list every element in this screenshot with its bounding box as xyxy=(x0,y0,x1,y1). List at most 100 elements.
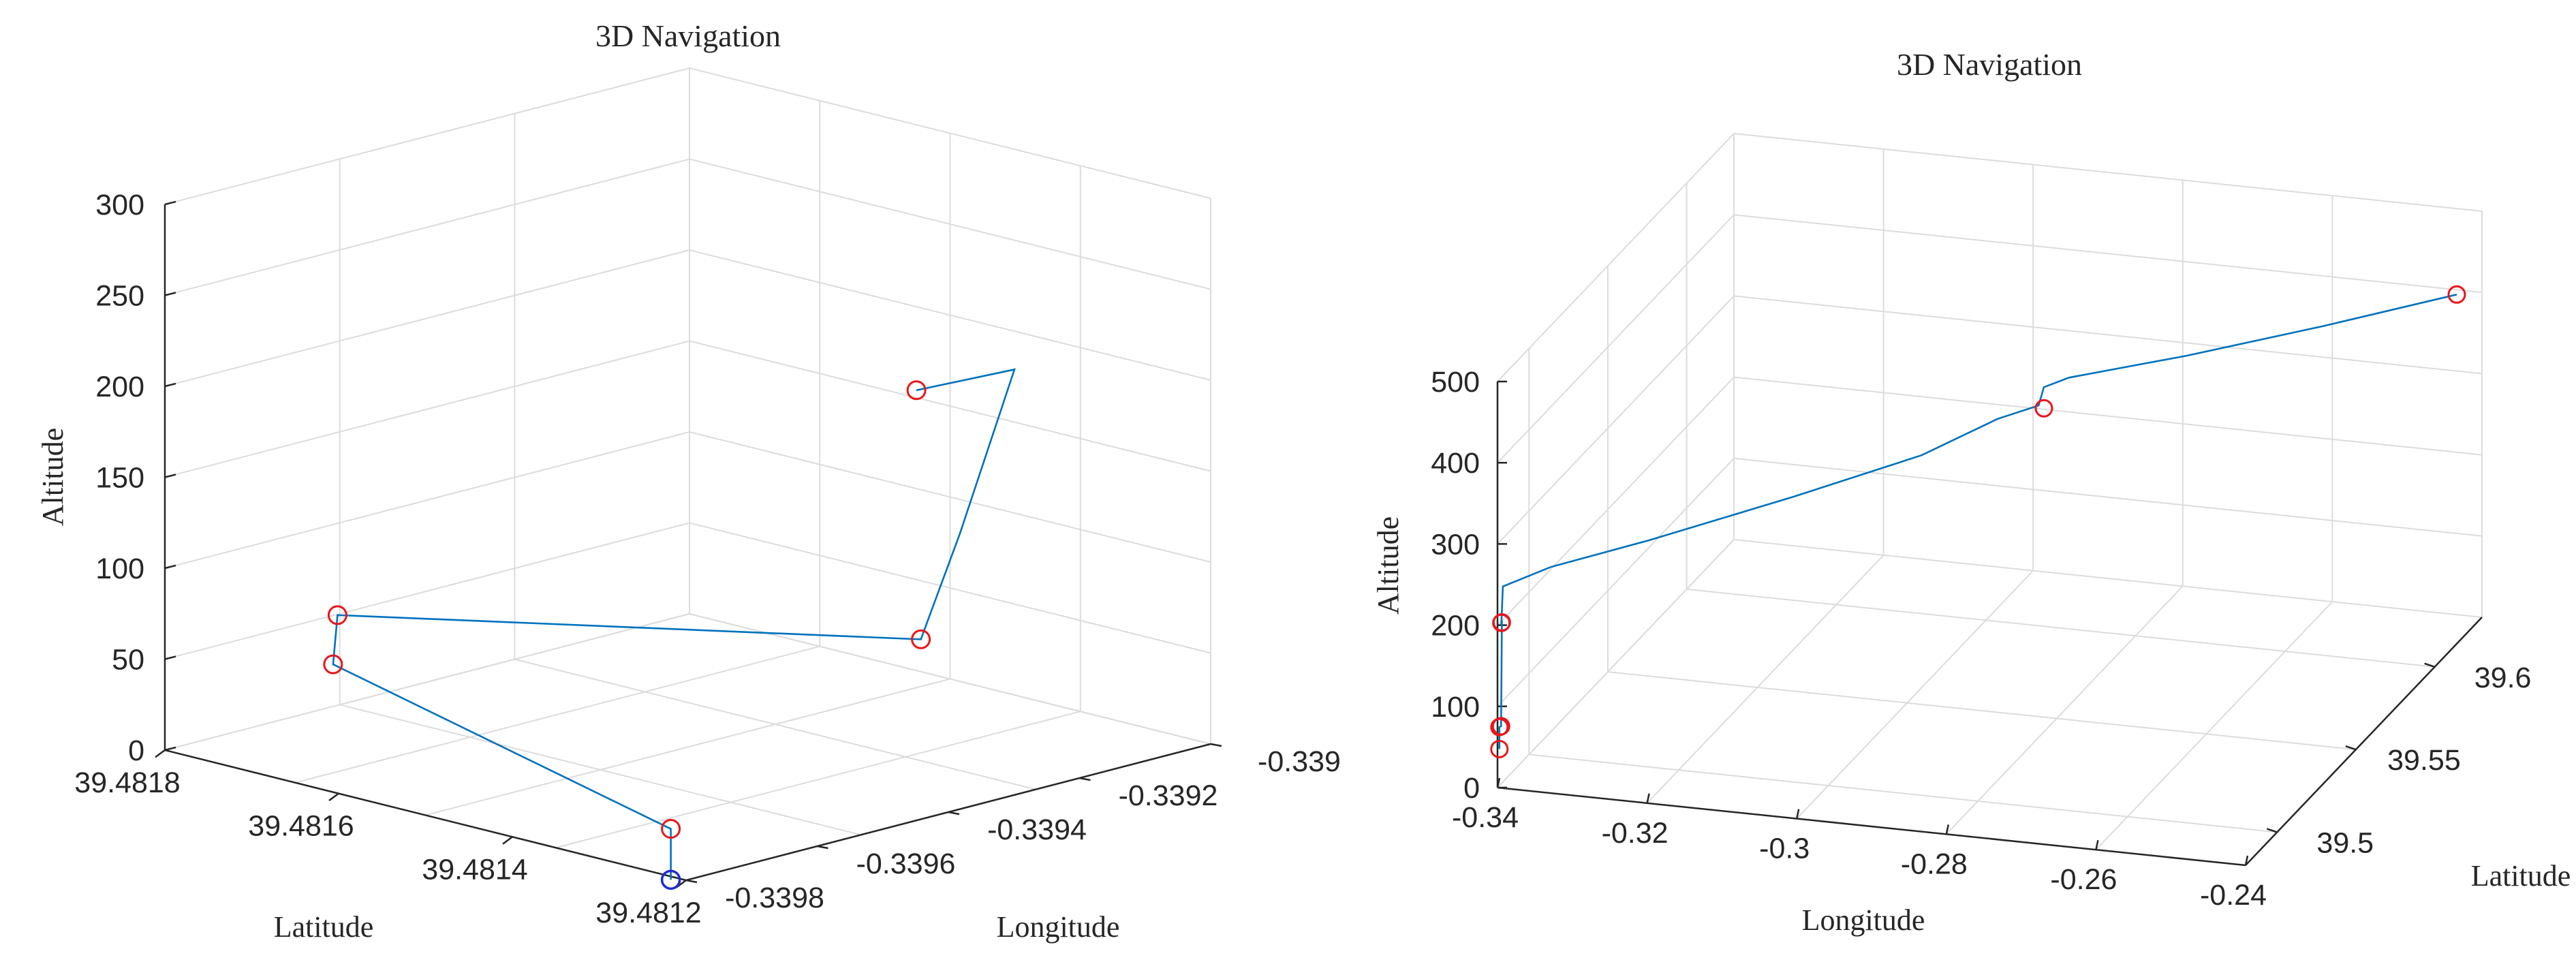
grid-line xyxy=(1497,295,1735,545)
grid-line xyxy=(1733,214,2483,294)
waypoint-marker xyxy=(1492,613,1511,632)
z-tick-label: 100 xyxy=(95,553,144,585)
grid-line xyxy=(339,704,861,836)
lon-tick-mark xyxy=(2095,839,2099,850)
x-axis-line xyxy=(1497,786,2246,867)
lon-tick-label: -0.3392 xyxy=(1119,779,1218,812)
chart-title-right: 3D Navigation xyxy=(1897,47,2082,82)
grid-line xyxy=(1946,585,2184,835)
waypoint-marker xyxy=(2034,399,2053,418)
z-tick-label: 0 xyxy=(1463,772,1480,805)
waypoint-marker xyxy=(906,380,927,401)
lat-tick-mark xyxy=(328,792,339,802)
lon-tick-mark xyxy=(1210,743,1222,747)
z-tick-label: 300 xyxy=(1431,528,1480,561)
lon-tick-mark xyxy=(1646,793,1650,804)
grid-line xyxy=(1646,555,1884,804)
grid-line xyxy=(1733,376,2483,456)
lon-tick-label: -0.339 xyxy=(1258,745,1341,778)
grid-line xyxy=(555,711,1081,849)
grid-line xyxy=(1733,295,2483,375)
lon-tick-mark xyxy=(1079,777,1091,781)
lon-tick-mark xyxy=(1945,824,1950,835)
z-tick-label: 300 xyxy=(95,189,144,221)
lon-tick-mark xyxy=(817,845,828,850)
grid-line xyxy=(1497,539,1735,788)
grid-line xyxy=(1733,133,2483,212)
lon-tick-label: -0.26 xyxy=(2050,863,2117,896)
gridlines-right xyxy=(1497,133,2483,866)
ticks-left: 0 50 100 150 200 250 300 39.4812 39.4814 39.4816 3… xyxy=(74,189,1341,929)
lon-tick-label: -0.3398 xyxy=(725,882,824,914)
plot-area-right xyxy=(1490,285,2466,758)
grid-line xyxy=(689,67,1211,199)
grid-line xyxy=(2095,601,2333,850)
xlabel-right: Longitude xyxy=(1802,903,1925,937)
grid-line xyxy=(1497,376,1735,626)
chart-title-left: 3D Navigation xyxy=(595,18,781,53)
lon-tick-label: -0.34 xyxy=(1452,801,1519,834)
z-tick-mark xyxy=(164,200,176,206)
grid-line xyxy=(164,613,690,751)
lat-tick-label: 39.4816 xyxy=(248,810,354,843)
z-tick-label: 100 xyxy=(1431,691,1480,724)
lon-tick-label: -0.3 xyxy=(1759,833,1810,865)
lon-tick-mark xyxy=(948,811,960,816)
grid-line xyxy=(689,431,1211,563)
start-point-marker xyxy=(660,869,681,890)
grid-line xyxy=(1497,214,1735,463)
lat-tick-label: 39.4814 xyxy=(422,853,527,886)
lon-tick-label: -0.32 xyxy=(1602,817,1669,850)
z-tick-label: 150 xyxy=(95,462,144,495)
ylabel-left: Latitude xyxy=(274,910,374,944)
grid-line xyxy=(164,249,690,387)
grid-line xyxy=(1607,671,2357,751)
lat-tick-label: 39.6 xyxy=(2474,662,2532,694)
lon-tick-mark xyxy=(1496,777,1501,788)
grid-line xyxy=(1733,539,2483,618)
grid-line xyxy=(294,645,820,783)
grid-line xyxy=(689,158,1211,290)
lat-tick-mark xyxy=(155,749,166,758)
ylabel-right: Latitude xyxy=(2471,859,2571,893)
plot-area-left xyxy=(323,368,1016,890)
z-tick-mark xyxy=(164,474,176,478)
lat-tick-label: 39.55 xyxy=(2387,744,2461,777)
z-tick-mark xyxy=(164,382,176,388)
grid-line xyxy=(689,522,1211,654)
z-tick-label: 400 xyxy=(1431,447,1480,480)
grid-line xyxy=(1497,133,1735,382)
grid-line xyxy=(164,431,690,569)
z-tick-label: 50 xyxy=(112,644,144,677)
chart-left: 3D Navigation 0 50 100 150 200 250 300 39.4812 3… xyxy=(36,18,1341,944)
grid-line xyxy=(1686,588,2435,668)
chart-right: 3D Navigation 0 100 200 300 400 500 -0.34 -0.32… xyxy=(1371,47,2571,937)
lon-tick-mark xyxy=(685,879,698,884)
z-tick-label: 0 xyxy=(128,734,144,767)
grid-line xyxy=(164,340,690,478)
lon-tick-label: -0.24 xyxy=(2200,879,2267,912)
waypoint-marker xyxy=(1490,739,1509,758)
z-tick-mark xyxy=(164,564,176,570)
lon-tick-label: -0.3394 xyxy=(987,813,1087,846)
waypoint-marker xyxy=(661,819,681,839)
lat-tick-mark xyxy=(502,836,513,845)
grid-line xyxy=(514,658,1036,790)
lon-tick-mark xyxy=(1795,809,1800,819)
grid-line xyxy=(164,158,690,296)
axes-left xyxy=(164,204,1211,882)
waypoint-marker xyxy=(911,629,931,649)
lat-tick-mark xyxy=(2266,828,2278,833)
grid-line xyxy=(425,678,950,816)
axes-right xyxy=(1496,382,2483,867)
lat-tick-label: 39.4812 xyxy=(595,897,701,929)
grid-line xyxy=(164,67,690,205)
grid-line xyxy=(689,249,1211,381)
lat-tick-mark xyxy=(2345,745,2357,751)
lon-tick-label: -0.3396 xyxy=(856,848,956,880)
grid-line xyxy=(1796,570,2034,820)
z-tick-mark xyxy=(164,746,176,751)
z-tick-label: 200 xyxy=(95,371,144,403)
waypoint-marker xyxy=(327,605,347,625)
